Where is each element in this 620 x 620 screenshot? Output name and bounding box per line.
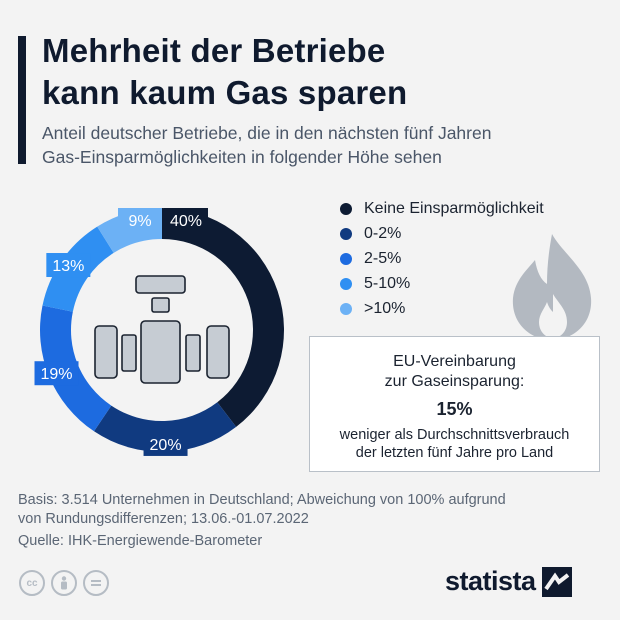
info-desc-line-1: weniger als Durchschnittsverbrauch	[339, 427, 570, 443]
accent-bar	[18, 36, 26, 164]
info-title-line-2: zur Gaseinsparung:	[384, 373, 525, 390]
gas-flame-icon	[512, 234, 592, 340]
statista-logo[interactable]: statista	[445, 566, 572, 597]
slice-label-bg	[143, 431, 188, 456]
cc-icon[interactable]: cc	[19, 570, 45, 596]
legend-label: 5-10%	[364, 274, 411, 292]
slice-label: 20%	[143, 431, 188, 456]
slice-label: 19%	[34, 361, 79, 386]
logo-wordmark: statista	[445, 566, 536, 596]
donut-slice	[94, 402, 237, 452]
legend-label: 2-5%	[364, 249, 402, 267]
legend-swatch	[340, 202, 352, 215]
slice-label: 40%	[164, 208, 208, 232]
donut-chart: 40% 20% 19% 13% 9%	[34, 208, 284, 456]
page-title: Mehrheit der Betriebe kann kaum Gas spar…	[42, 30, 602, 114]
legend-swatch	[340, 227, 352, 240]
statista-mark-icon	[541, 566, 572, 597]
slice-label-text: 13%	[52, 258, 84, 275]
note-line-2: von Rundungsdifferenzen; 13.06.-01.07.20…	[18, 511, 309, 527]
legend: Keine Einsparmöglichkeit 0-2% 2-5% 5-10%…	[340, 196, 544, 321]
license-icons: cc	[19, 570, 115, 596]
slice-label: 9%	[118, 208, 162, 232]
slice-label-bg	[46, 253, 91, 278]
slice-label-text: 9%	[128, 213, 151, 230]
slice-label-bg	[118, 208, 162, 232]
page-subtitle: Anteil deutscher Betriebe, die in den nä…	[42, 121, 612, 169]
slice-label-bg	[34, 361, 79, 386]
equals-icon[interactable]	[83, 570, 109, 596]
legend-swatch	[340, 252, 352, 265]
legend-label: >10%	[364, 299, 406, 317]
slice-label-text: 19%	[40, 366, 72, 383]
slice-label-text: 40%	[170, 213, 202, 230]
info-box: EU-Vereinbarung zur Gaseinsparung: 15% w…	[309, 336, 600, 472]
info-desc-line-2: der letzten fünf Jahre pro Land	[355, 445, 554, 461]
legend-label: 0-2%	[364, 224, 402, 242]
footer-notes: Basis: 3.514 Unternehmen in Deutschland;…	[18, 491, 598, 551]
info-description: weniger als Durchschnittsverbrauch der l…	[310, 426, 599, 462]
person-icon[interactable]	[51, 570, 77, 596]
title-line-1: Mehrheit der Betriebe	[42, 32, 386, 69]
legend-item: 2-5%	[340, 246, 544, 271]
legend-swatch	[340, 277, 352, 290]
donut-slice	[162, 208, 284, 427]
info-title-line-1: EU-Vereinbarung	[393, 353, 516, 370]
slice-label-text: 20%	[150, 437, 182, 454]
legend-swatch	[340, 302, 352, 315]
legend-item: Keine Einsparmöglichkeit	[340, 196, 544, 221]
info-title: EU-Vereinbarung zur Gaseinsparung:	[310, 352, 599, 392]
source-text: Quelle: IHK-Energiewende-Barometer	[18, 533, 263, 549]
subtitle-line-2: Gas-Einsparmöglichkeiten in folgender Hö…	[42, 147, 442, 167]
legend-item: 0-2%	[340, 221, 544, 246]
slice-labels: 40% 20% 19% 13% 9%	[34, 208, 208, 456]
legend-label: Keine Einsparmöglichkeit	[364, 199, 544, 217]
slice-label: 13%	[46, 253, 91, 278]
info-value: 15%	[436, 399, 473, 419]
legend-item: >10%	[340, 296, 544, 321]
legend-item: 5-10%	[340, 271, 544, 296]
subtitle-line-1: Anteil deutscher Betriebe, die in den nä…	[42, 123, 492, 143]
title-line-2: kann kaum Gas sparen	[42, 74, 408, 111]
note-line-1: Basis: 3.514 Unternehmen in Deutschland;…	[18, 492, 506, 508]
slice-label-bg	[164, 208, 208, 232]
building-machine-icon	[94, 275, 230, 384]
